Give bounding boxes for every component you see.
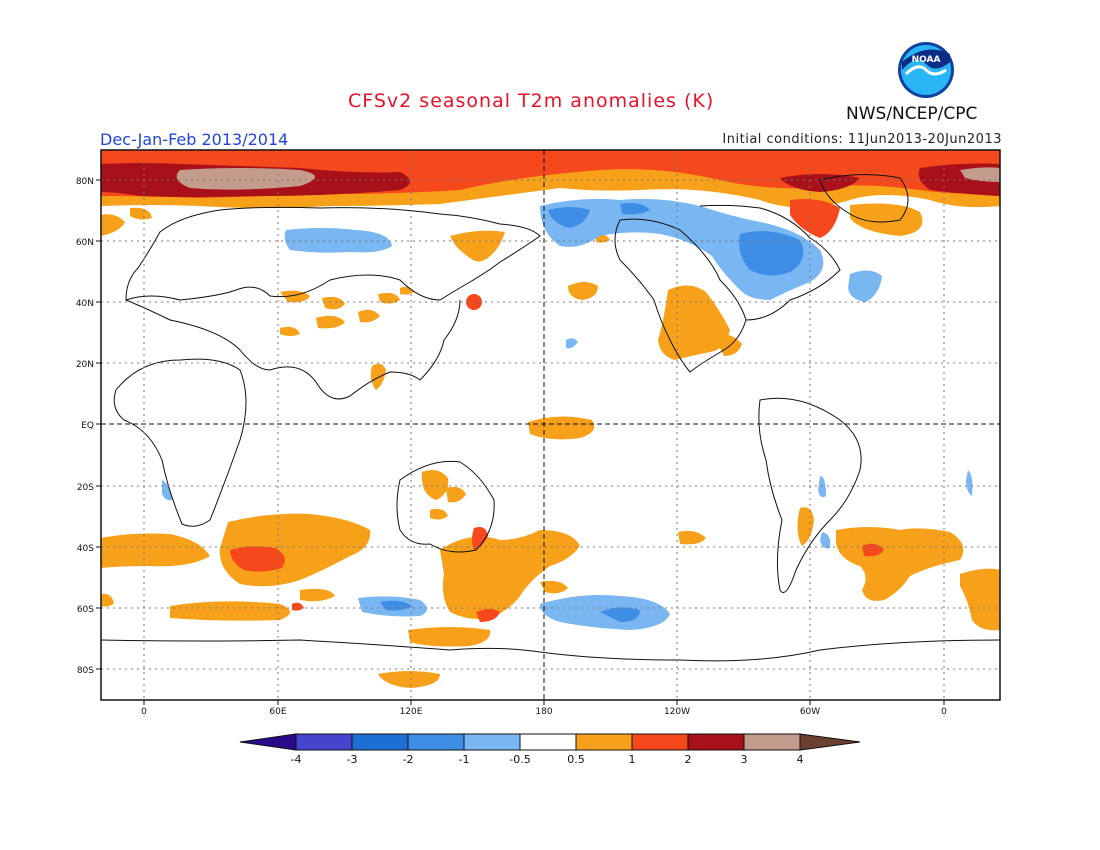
colorbar — [239, 733, 861, 751]
lon-label: 60W — [800, 707, 820, 717]
arctic-warm-band — [101, 150, 1000, 238]
lat-label: 40N — [76, 299, 94, 309]
colorbar-cell — [407, 733, 465, 751]
agency-label: NWS/NCEP/CPC — [846, 104, 978, 124]
warm-anomaly-patches — [101, 230, 1000, 688]
equator-dateline — [101, 150, 1000, 700]
colorbar-cell — [743, 733, 801, 751]
colorbar-cell — [631, 733, 689, 751]
graticule — [101, 150, 1000, 700]
colorbar-cell — [295, 733, 353, 751]
colorbar-labels: -4 -3 -2 -1 -0.5 0.5 1 2 3 4 — [291, 753, 804, 766]
colorbar-label: -2 — [403, 753, 414, 766]
lat-label: 40S — [77, 544, 94, 554]
noaa-logo-icon: NOAA — [896, 40, 956, 100]
latitude-labels: 80N 60N 40N 20N EQ 20S 40S 60S 80S — [76, 177, 94, 676]
lon-label: 120E — [400, 707, 423, 717]
lon-label: 60E — [269, 707, 286, 717]
lat-label: 80N — [76, 177, 94, 187]
colorbar-label: 2 — [685, 753, 692, 766]
longitude-labels: 0 60E 120E 180 120W 60W 0 — [141, 707, 947, 717]
colorbar-cell — [239, 733, 297, 751]
noaa-logo-text: NOAA — [912, 55, 941, 65]
coastlines — [101, 173, 1000, 662]
colorbar-cell — [351, 733, 409, 751]
lon-label: 120W — [664, 707, 690, 717]
colorbar-label: -3 — [347, 753, 358, 766]
lon-label: 0 — [141, 707, 147, 717]
moderate-cold-patches — [380, 202, 804, 622]
colorbar-label: 0.5 — [567, 753, 585, 766]
colorbar-cell — [575, 733, 633, 751]
lat-label: 60S — [77, 605, 94, 615]
map-title: CFSv2 seasonal T2m anomalies (K) — [348, 90, 715, 112]
lon-ticks — [143, 700, 945, 705]
colorbar-cell — [519, 733, 577, 751]
map-frame — [100, 149, 1001, 701]
season-label: Dec-Jan-Feb 2013/2014 — [100, 130, 289, 149]
colorbar-label: 4 — [797, 753, 804, 766]
lon-label: 0 — [941, 707, 947, 717]
lat-label: 80S — [77, 666, 94, 676]
colorbar-cell — [687, 733, 745, 751]
colorbar-label: 3 — [741, 753, 748, 766]
strong-warm-patches — [230, 294, 884, 622]
lat-label: EQ — [81, 421, 94, 431]
colorbar-label: -0.5 — [509, 753, 530, 766]
cold-anomaly-patches — [162, 198, 973, 630]
colorbar-label: 1 — [629, 753, 636, 766]
initial-conditions-label: Initial conditions: 11Jun2013-20Jun2013 — [722, 132, 1002, 147]
lat-label: 20N — [76, 360, 94, 370]
lat-label: 60N — [76, 238, 94, 248]
colorbar-cell — [463, 733, 521, 751]
colorbar-cell — [799, 733, 861, 751]
lat-ticks — [96, 179, 101, 670]
colorbar-label: -4 — [291, 753, 302, 766]
lat-label: 20S — [77, 483, 94, 493]
colorbar-label: -1 — [459, 753, 470, 766]
lon-label: 180 — [535, 707, 552, 717]
